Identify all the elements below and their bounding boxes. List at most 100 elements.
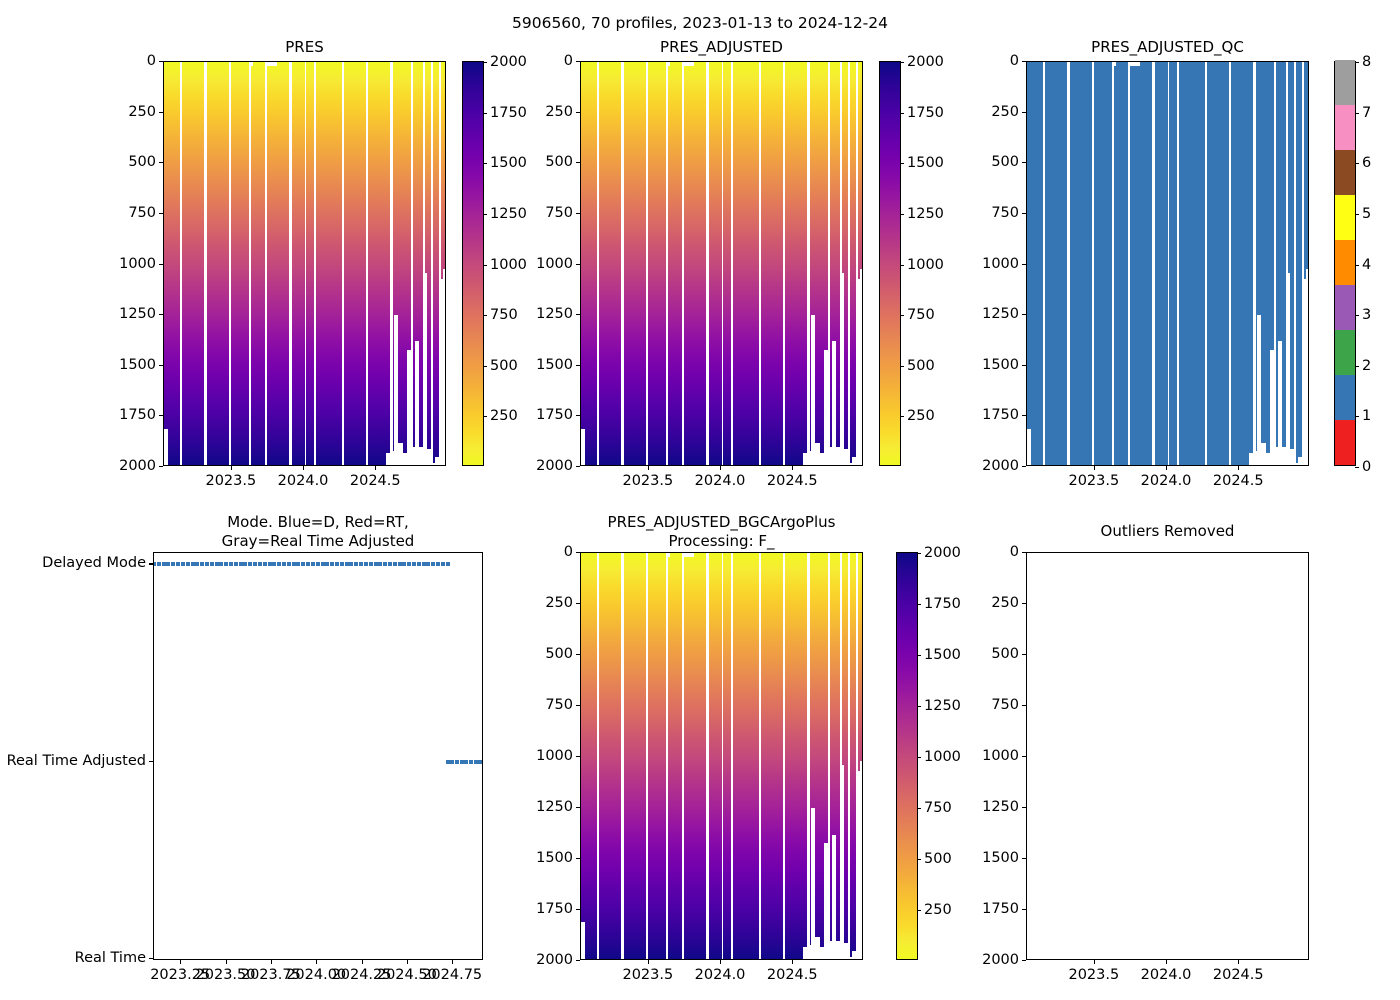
- mode-marker: [166, 562, 171, 567]
- axes-bgcargoplus[interactable]: [580, 552, 863, 960]
- y-tick-label: 1000: [536, 255, 573, 272]
- axes-pres-adjusted[interactable]: [580, 61, 863, 466]
- profile-separator: [621, 62, 624, 465]
- y-tick-label: 1750: [536, 407, 573, 424]
- mode-marker: [349, 562, 354, 567]
- colorbar-tick-label: 500: [924, 851, 952, 867]
- profile-column: [1063, 62, 1068, 465]
- profile-column: [726, 553, 731, 959]
- mode-marker: [176, 562, 181, 567]
- profile-column: [329, 62, 334, 465]
- profile-column: [370, 62, 375, 465]
- profile-column: [673, 553, 679, 959]
- profile-column: [601, 553, 606, 959]
- x-tick-mark: [792, 960, 794, 964]
- mode-marker: [325, 562, 330, 567]
- profile-column: [585, 62, 590, 465]
- profile-column: [605, 62, 610, 465]
- qc-colorbar-segment: [1335, 375, 1355, 420]
- y-tick-mark: [576, 756, 580, 758]
- x-tick-label: 2024.25: [331, 967, 392, 983]
- y-tick-label: 750: [128, 204, 156, 221]
- panel-pres-title: PRES: [285, 38, 324, 56]
- profile-column: [714, 62, 719, 465]
- colorbar-tick-mark: [1355, 315, 1359, 317]
- mode-marker: [455, 759, 460, 764]
- profile-column: [686, 553, 691, 959]
- y-tick-mark: [149, 957, 153, 960]
- mode-marker: [262, 562, 267, 567]
- profile-column: [859, 553, 862, 762]
- colorbar-tick-label: 6: [1362, 155, 1372, 172]
- profile-column: [859, 62, 862, 269]
- y-tick-mark: [576, 364, 580, 366]
- profile-column: [690, 553, 695, 959]
- colorbar-tick-label: 750: [907, 307, 935, 324]
- axes-pres-adjusted-qc[interactable]: [1026, 61, 1309, 466]
- profile-column: [1257, 62, 1262, 316]
- colorbar-tick-mark: [917, 553, 921, 555]
- profile-column: [1265, 62, 1270, 453]
- y-tick-mark: [159, 364, 163, 366]
- y-tick-mark: [576, 111, 580, 113]
- profile-separator: [1043, 62, 1046, 465]
- y-tick-label: 2000: [536, 458, 573, 474]
- profile-column: [442, 62, 445, 269]
- mode-marker: [416, 562, 421, 567]
- qc-colorbar-segment: [1335, 105, 1355, 150]
- colorbar-tick-label: 1750: [924, 596, 961, 612]
- profile-column: [593, 553, 598, 959]
- y-tick-mark: [1022, 466, 1026, 468]
- profile-column: [641, 62, 646, 465]
- colorbar-pres-adjusted-qc: 0 1 2 3 4 5 6 7 8: [1334, 54, 1371, 475]
- profile-column: [678, 553, 683, 959]
- y-tick-label: 500: [991, 646, 1019, 662]
- profile-column: [815, 62, 820, 443]
- surface-data-gap: [1128, 62, 1141, 66]
- colorbar-tick-label: 1750: [490, 104, 527, 121]
- profile-column: [305, 62, 310, 465]
- profile-column: [649, 62, 654, 465]
- x-tick-label: 2023.5: [205, 473, 257, 489]
- y-tick-label: 1000: [982, 748, 1019, 764]
- profile-separator: [1091, 62, 1094, 465]
- profile-column: [605, 553, 610, 959]
- axes-outliers-removed[interactable]: [1026, 552, 1309, 960]
- profile-column: [1200, 62, 1205, 465]
- mode-marker: [402, 562, 407, 567]
- profile-column: [795, 553, 800, 959]
- axes-pres[interactable]: [163, 61, 446, 466]
- profile-column: [236, 62, 241, 465]
- profile-column: [252, 62, 257, 465]
- profile-column: [734, 62, 739, 465]
- colorbar-tick-label: 2000: [924, 545, 961, 561]
- y-tick-mark: [1022, 705, 1026, 707]
- mode-marker: [243, 562, 248, 567]
- mode-marker: [334, 562, 339, 567]
- profile-separator: [807, 62, 810, 465]
- profile-separator: [1229, 62, 1232, 465]
- profile-column: [188, 62, 193, 465]
- profile-separator: [706, 553, 709, 959]
- mode-marker: [397, 562, 402, 567]
- profile-separator: [682, 62, 685, 465]
- y-tick-mark: [576, 61, 580, 63]
- axes-mode[interactable]: [153, 552, 483, 960]
- y-tick-label: 1500: [119, 356, 156, 373]
- profile-column: [325, 62, 330, 465]
- y-tick-mark: [1022, 263, 1026, 265]
- profile-column: [1289, 62, 1294, 449]
- y-tick-label: 0: [563, 53, 573, 69]
- mode-marker: [440, 562, 445, 567]
- colorbar-tick-mark: [1355, 62, 1359, 64]
- x-tick-mark: [375, 466, 377, 470]
- mode-marker: [229, 562, 234, 567]
- x-tick-mark: [720, 960, 722, 964]
- x-tick-mark: [1238, 960, 1240, 964]
- profile-column: [414, 62, 419, 342]
- profile-column: [702, 553, 707, 959]
- x-tick-label: 2024.00: [286, 967, 347, 983]
- profile-column: [224, 62, 229, 465]
- mode-marker: [277, 562, 282, 567]
- y-tick-label: 500: [545, 646, 573, 662]
